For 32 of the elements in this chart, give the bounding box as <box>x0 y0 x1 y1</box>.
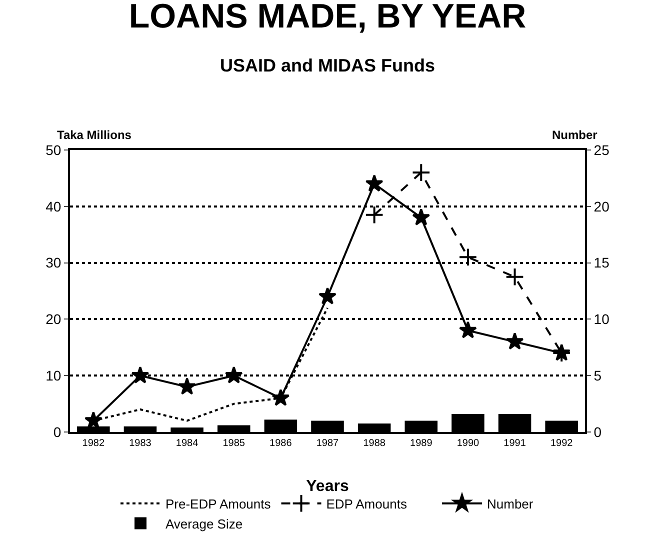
x-tick-label: 1982 <box>82 438 105 449</box>
y-tick-label: 30 <box>46 254 62 271</box>
y-tick-label: 50 <box>46 142 62 158</box>
x-tick-label: 1986 <box>270 438 292 449</box>
y2-tick-label: 20 <box>594 198 610 214</box>
legend-label: EDP Amounts <box>326 496 408 512</box>
y2-tick-label: 15 <box>594 254 610 271</box>
y-tick-label: 40 <box>46 198 62 214</box>
y2-axis-title: Number <box>552 128 598 142</box>
y-tick-label: 10 <box>46 368 62 384</box>
x-tick-label: 1990 <box>456 438 480 449</box>
legend-label: Number <box>487 496 534 512</box>
x-axis-title: Years <box>306 478 349 495</box>
y-axis-title: Taka Millions <box>57 128 132 142</box>
chart-subtitle: USAID and MIDAS Funds <box>220 56 435 76</box>
y-tick-label: 20 <box>46 311 62 328</box>
chart-title: LOANS MADE, BY YEAR <box>128 0 526 36</box>
y2-tick-label: 5 <box>594 368 602 384</box>
x-tick-label: 1988 <box>363 438 386 449</box>
x-tick-label: 1989 <box>410 438 433 449</box>
y2-tick-label: 25 <box>594 142 610 158</box>
legend-label: Pre-EDP Amounts <box>166 496 272 512</box>
x-tick-label: 1987 <box>316 438 340 449</box>
y2-tick-label: 0 <box>594 424 602 440</box>
x-tick-label: 1992 <box>550 438 574 449</box>
x-tick-label: 1983 <box>129 438 152 449</box>
legend-label: Average Size <box>166 516 243 532</box>
x-tick-label: 1991 <box>504 438 526 449</box>
y-tick-label: 0 <box>53 424 62 440</box>
x-tick-label: 1985 <box>222 438 246 449</box>
y2-tick-label: 10 <box>594 311 610 328</box>
x-tick-label: 1984 <box>176 438 199 449</box>
